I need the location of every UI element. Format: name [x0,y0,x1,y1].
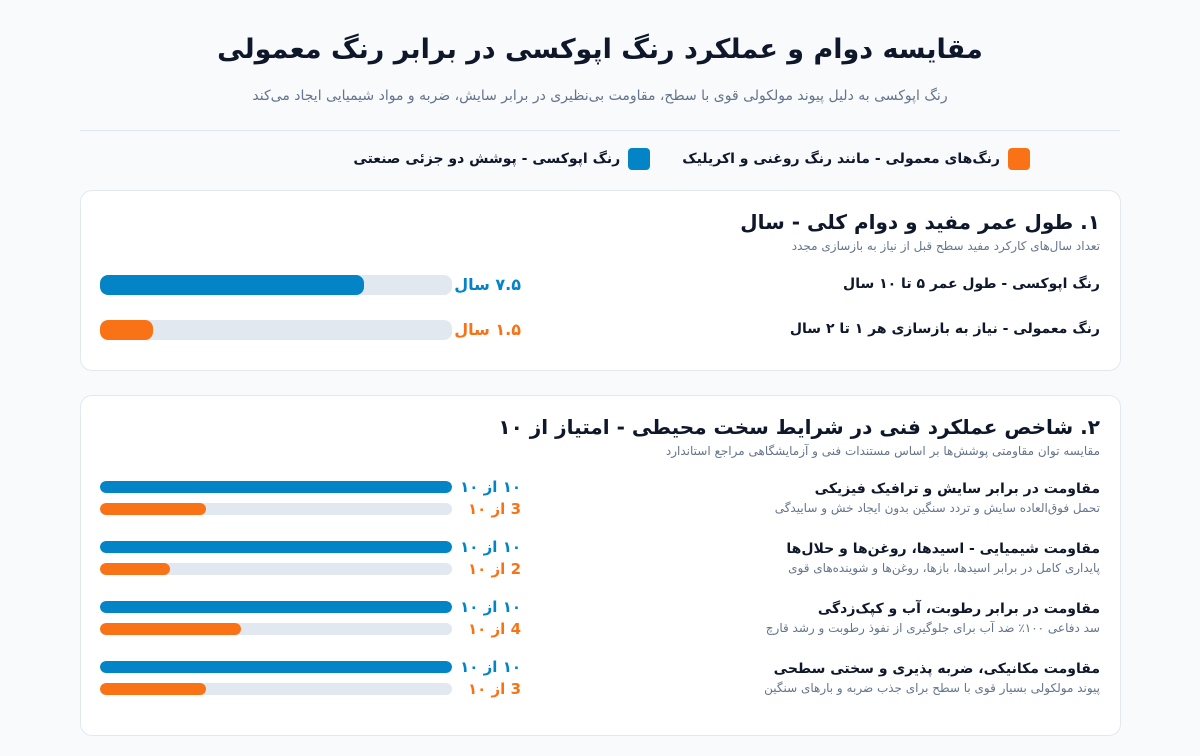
legend-label-regular: رنگ‌های معمولی - مانند رنگ روغنی و اکریل… [682,151,1000,167]
lifespan-regular-bar-fill [100,320,153,340]
performance-regular-bar-fill [100,563,171,575]
lifespan-chart-subtitle: تعداد سال‌های کارکرد مفید سطح قبل از نیا… [791,239,1100,253]
performance-row-label: مقاومت شیمیایی - اسیدها، روغن‌ها و حلال‌… [786,541,1100,557]
page-title: مقایسه دوام و عملکرد رنگ اپوکسی در برابر… [217,34,983,65]
lifespan-regular-bar-track [100,320,452,340]
legend-swatch-regular [1008,148,1030,170]
legend: رنگ‌های معمولی - مانند رنگ روغنی و اکریل… [353,148,1030,170]
performance-regular-bar-value-label: 4 از ۱۰ [468,619,521,638]
performance-row-label: مقاومت در برابر رطوبت، آب و کپک‌زدگی [817,601,1100,617]
performance-row-label: مقاومت مکانیکی، ضربه پذیری و سختی سطحی [773,661,1100,677]
performance-regular-bar-track [100,683,452,695]
performance-epoxy-bar-fill [100,541,452,553]
performance-epoxy-bar-track [100,661,452,673]
performance-regular-bar-track [100,503,452,515]
performance-regular-bar-track [100,563,452,575]
header-divider [80,130,1120,131]
performance-regular-bar-value-label: 2 از ۱۰ [468,559,521,578]
legend-swatch-epoxy [628,148,651,170]
performance-epoxy-bar-track [100,481,452,493]
performance-regular-bar-value-label: 3 از ۱۰ [468,499,521,518]
lifespan-card: ۱. طول عمر مفید و دوام کلی - سال تعداد س… [80,190,1121,371]
legend-item-regular: رنگ‌های معمولی - مانند رنگ روغنی و اکریل… [682,148,1030,170]
lifespan-epoxy-bar-fill [100,275,364,295]
performance-epoxy-bar-track [100,541,452,553]
performance-row-desc: پایداری کامل در برابر اسیدها، بازها، روغ… [788,561,1100,575]
performance-epoxy-bar-value-label: ۱۰ از ۱۰ [460,597,521,616]
lifespan-regular-bar-value-label: ۱.۵ سال [454,320,521,339]
page-subtitle: رنگ اپوکسی به دلیل پیوند مولکولی قوی با … [252,88,948,104]
performance-row-desc: پیوند مولکولی بسیار قوی با سطح برای جذب … [764,681,1100,695]
performance-regular-bar-value-label: 3 از ۱۰ [468,679,521,698]
lifespan-epoxy-bar-track [100,275,452,295]
performance-regular-bar-fill [100,683,206,695]
performance-row-desc: سد دفاعی ۱۰۰٪ ضد آب برای جلوگیری از نفوذ… [765,621,1100,635]
performance-regular-bar-fill [100,503,206,515]
legend-label-epoxy: رنگ اپوکسی - پوشش دو جزئی صنعتی [353,151,621,167]
lifespan-row-label: رنگ اپوکسی - طول عمر ۵ تا ۱۰ سال [843,276,1100,292]
performance-regular-bar-track [100,623,452,635]
performance-epoxy-bar-value-label: ۱۰ از ۱۰ [460,537,521,556]
lifespan-row-label: رنگ معمولی - نیاز به بازسازی هر ۱ تا ۲ س… [789,321,1100,337]
performance-chart-title: ۲. شاخص عملکرد فنی در شرایط سخت محیطی - … [498,415,1100,439]
legend-item-epoxy: رنگ اپوکسی - پوشش دو جزئی صنعتی [353,148,651,170]
performance-epoxy-bar-fill [100,601,452,613]
performance-epoxy-bar-fill [100,481,452,493]
lifespan-chart-title: ۱. طول عمر مفید و دوام کلی - سال [740,210,1100,234]
header: مقایسه دوام و عملکرد رنگ اپوکسی در برابر… [0,0,1200,106]
performance-epoxy-bar-value-label: ۱۰ از ۱۰ [460,477,521,496]
lifespan-epoxy-bar-value-label: ۷.۵ سال [454,275,521,294]
performance-chart-subtitle: مقایسه توان مقاومتی پوشش‌ها بر اساس مستن… [665,444,1100,458]
performance-regular-bar-fill [100,623,241,635]
performance-epoxy-bar-track [100,601,452,613]
performance-row-label: مقاومت در برابر سایش و ترافیک فیزیکی [814,481,1100,497]
performance-epoxy-bar-value-label: ۱۰ از ۱۰ [460,657,521,676]
performance-epoxy-bar-fill [100,661,452,673]
performance-row-desc: تحمل فوق‌العاده سایش و تردد سنگین بدون ا… [774,501,1100,515]
performance-card: ۲. شاخص عملکرد فنی در شرایط سخت محیطی - … [80,395,1121,736]
